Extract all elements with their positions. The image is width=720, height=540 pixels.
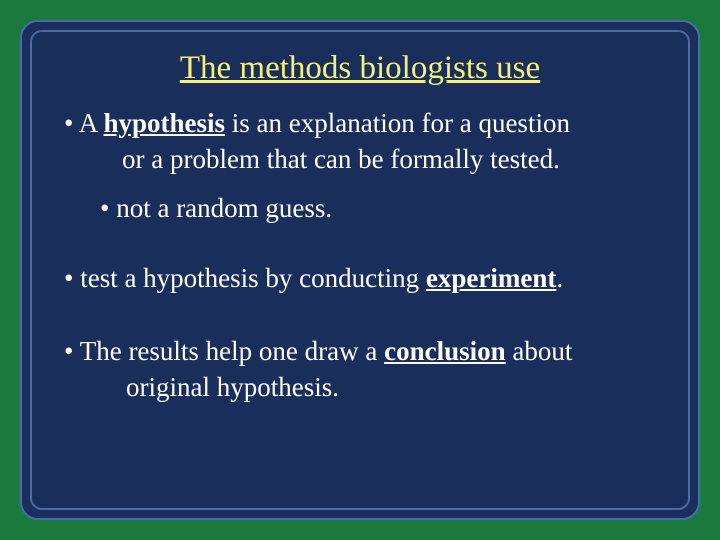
text-fragment: about (506, 336, 573, 366)
slide-content: The methods biologists use • A hypothesi… (30, 30, 690, 510)
text-fragment: . (556, 263, 563, 293)
text-fragment: • test a hypothesis by conducting (64, 263, 426, 293)
slide-panel: The methods biologists use • A hypothesi… (20, 20, 700, 520)
text-fragment: • A (64, 108, 103, 138)
keyword-experiment: experiment (426, 263, 556, 293)
text-fragment: is an explanation for a question (225, 108, 570, 138)
slide-title: The methods biologists use (52, 50, 668, 87)
keyword-hypothesis: hypothesis (103, 108, 225, 138)
text-line: original hypothesis. (126, 369, 668, 405)
bullet-not-random: • not a random guess. (100, 190, 668, 226)
bullet-conclusion: • The results help one draw a conclusion… (64, 333, 668, 406)
bullet-hypothesis: • A hypothesis is an explanation for a q… (64, 105, 668, 178)
bullet-experiment: • test a hypothesis by conducting experi… (64, 260, 668, 296)
text-fragment: • The results help one draw a (64, 336, 384, 366)
keyword-conclusion: conclusion (384, 336, 506, 366)
text-line: or a problem that can be formally tested… (122, 141, 668, 177)
